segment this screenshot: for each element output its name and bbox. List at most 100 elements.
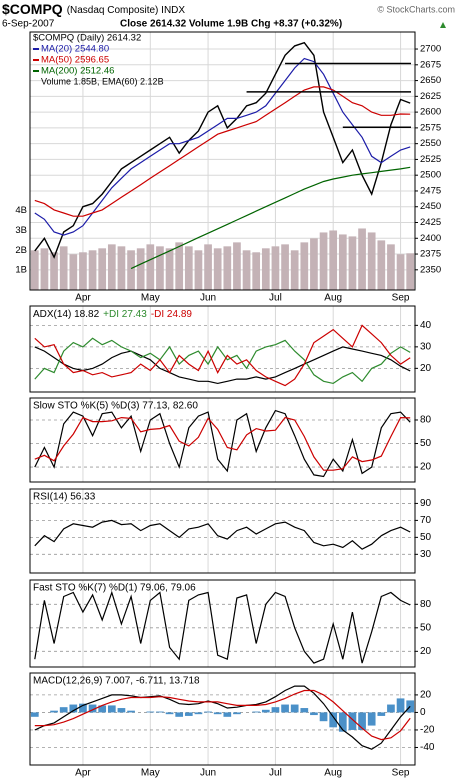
y-tick-label: 50 bbox=[420, 438, 432, 449]
volume-bar bbox=[252, 252, 261, 290]
volume-bar bbox=[184, 246, 193, 290]
volume-bar bbox=[98, 248, 107, 290]
legend-entry: MA(50) 2596.65 bbox=[41, 55, 109, 66]
y-tick-label: 30 bbox=[420, 549, 432, 560]
volume-bar bbox=[319, 232, 328, 290]
series-line bbox=[34, 337, 411, 385]
volume-bar bbox=[40, 248, 49, 290]
symbol: $COMPQ bbox=[2, 1, 63, 17]
volume-bar bbox=[88, 250, 97, 290]
stats: Close 2614.32 Volume 1.9B Chg +8.37 (+0.… bbox=[120, 19, 342, 30]
up-arrow bbox=[440, 22, 446, 28]
volume-tick-label: 3B bbox=[15, 225, 27, 236]
legend-entry: MA(20) 2544.80 bbox=[41, 44, 109, 55]
volume-bar bbox=[281, 244, 289, 290]
volume-bar bbox=[223, 246, 232, 290]
y-tick-label: 2500 bbox=[420, 170, 441, 181]
volume-bar bbox=[367, 232, 376, 290]
y-tick-label: -20 bbox=[420, 725, 435, 736]
histogram-bar bbox=[127, 710, 135, 713]
histogram-bar bbox=[367, 712, 376, 726]
volume-bar bbox=[233, 242, 241, 290]
x-tick-label: May bbox=[141, 293, 160, 304]
histogram-bar bbox=[233, 712, 241, 715]
panel-border bbox=[29, 397, 416, 483]
histogram-bar bbox=[252, 711, 261, 713]
date: 6-Sep-2007 bbox=[2, 19, 55, 30]
panel-border bbox=[29, 305, 416, 393]
y-tick-label: 40 bbox=[420, 320, 432, 331]
x-tick-label: Jun bbox=[200, 768, 216, 779]
y-tick-label: 80 bbox=[420, 599, 432, 610]
series-line bbox=[34, 685, 411, 750]
y-tick-label: 50 bbox=[420, 622, 432, 633]
panel bbox=[30, 489, 415, 573]
panel bbox=[30, 673, 415, 765]
histogram-bar bbox=[50, 710, 58, 713]
histogram-bar bbox=[165, 712, 174, 715]
series-line bbox=[34, 409, 411, 478]
volume-bar bbox=[348, 236, 357, 290]
volume-bar bbox=[213, 248, 222, 290]
y-tick-label: 2700 bbox=[420, 44, 441, 55]
histogram-bar bbox=[300, 708, 309, 713]
series-line bbox=[34, 689, 411, 741]
histogram-bar bbox=[107, 705, 116, 713]
volume-bar bbox=[310, 238, 318, 290]
panel bbox=[30, 580, 415, 667]
volume-bar bbox=[146, 244, 155, 290]
volume-bar bbox=[290, 250, 299, 290]
volume-bar bbox=[242, 250, 251, 290]
x-tick-label: Aug bbox=[324, 293, 342, 304]
panel-label: Fast STO %K(7) %D(1) 79.06, 79.06 bbox=[33, 583, 196, 594]
series-line bbox=[34, 346, 411, 385]
volume-bar bbox=[79, 252, 87, 290]
histogram-bar bbox=[387, 704, 395, 713]
histogram-bar bbox=[358, 712, 366, 730]
volume-bar bbox=[69, 254, 78, 290]
series-line bbox=[34, 41, 411, 259]
y-tick-label: 20 bbox=[420, 363, 432, 374]
volume-bar bbox=[329, 230, 338, 290]
histogram-bar bbox=[377, 712, 386, 716]
y-tick-label: 0 bbox=[420, 707, 426, 718]
volume-bar bbox=[136, 248, 145, 290]
histogram-bar bbox=[69, 704, 78, 713]
panel-label: MACD(12,26,9) 7.007, -6.711, 13.718 bbox=[33, 676, 200, 687]
y-tick-label: 2575 bbox=[420, 122, 441, 133]
y-tick-label: 30 bbox=[420, 341, 432, 352]
index-name: (Nasdaq Composite) INDX bbox=[67, 5, 186, 16]
volume-tick-label: 1B bbox=[15, 265, 27, 276]
volume-bar bbox=[396, 254, 405, 290]
x-tick-label: Aug bbox=[324, 768, 342, 779]
volume-bar bbox=[358, 228, 366, 290]
histogram-bar bbox=[310, 712, 318, 716]
panel-border bbox=[29, 672, 416, 766]
y-tick-label: 70 bbox=[420, 515, 432, 526]
histogram-bar bbox=[59, 707, 68, 713]
histogram-bar bbox=[88, 704, 97, 713]
legend-entry: -DI 24.89 bbox=[151, 309, 193, 320]
panel-label: ADX(14) 18.82 +DI 27.43 -DI 24.89 bbox=[33, 309, 192, 320]
histogram-bar bbox=[223, 712, 232, 717]
y-tick-label: 2350 bbox=[420, 264, 441, 275]
series-line bbox=[34, 416, 411, 471]
histogram-bar bbox=[338, 712, 347, 732]
x-tick-label: May bbox=[141, 768, 160, 779]
y-tick-label: 20 bbox=[420, 462, 432, 473]
y-tick-label: 2400 bbox=[420, 233, 441, 244]
panel-border bbox=[29, 579, 416, 668]
volume-bar bbox=[117, 246, 126, 290]
panel-border bbox=[29, 488, 416, 574]
histogram-bar bbox=[281, 704, 289, 713]
legend-entry: ADX(14) 18.82 bbox=[33, 309, 100, 320]
histogram-bar bbox=[261, 709, 270, 713]
volume-bar bbox=[261, 248, 270, 290]
y-tick-label: 2375 bbox=[420, 249, 441, 260]
volume-bar bbox=[204, 244, 212, 290]
y-tick-label: -40 bbox=[420, 742, 435, 753]
histogram-bar bbox=[396, 698, 405, 713]
series-line bbox=[34, 86, 411, 217]
y-tick-label: 2475 bbox=[420, 185, 441, 196]
